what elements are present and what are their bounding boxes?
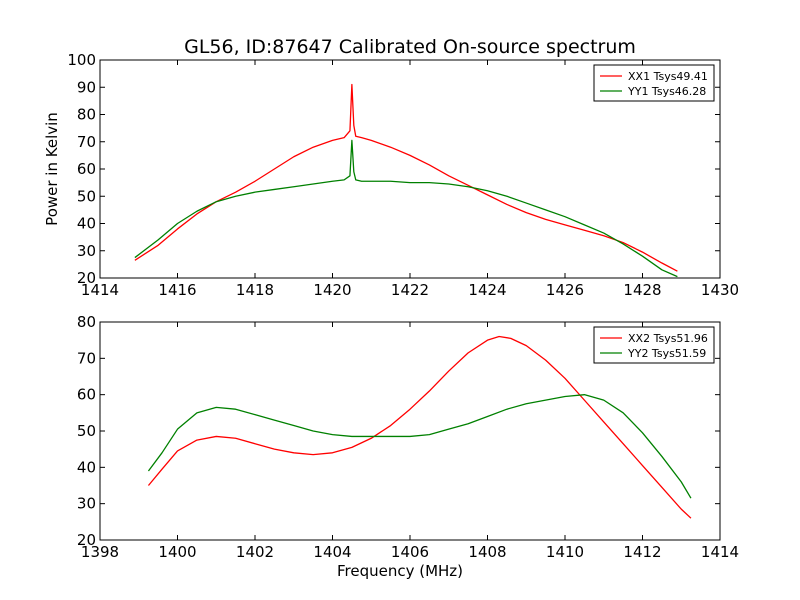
x-tick-label: 1416: [158, 281, 196, 299]
x-tick-label: 1404: [313, 543, 351, 561]
x-tick-label: 1414: [81, 281, 119, 299]
x-axis-label: Frequency (MHz): [337, 562, 463, 580]
legend-box: [593, 64, 715, 102]
chart-title: GL56, ID:87647 Calibrated On-source spec…: [184, 36, 636, 58]
y-tick-label: 80: [77, 106, 96, 124]
x-tick-label: 1414: [701, 543, 739, 561]
x-tick-label: 1398: [81, 543, 119, 561]
y-tick-label: 80: [77, 313, 96, 331]
series-line-2: [134, 139, 678, 278]
legend-label-2: YY2 Tsys51.59: [627, 347, 706, 360]
y-tick-label: 20: [77, 269, 96, 287]
legend-label-1: XX2 Tsys51.96: [628, 332, 708, 345]
legend-label-2: YY1 Tsys46.28: [627, 85, 706, 98]
top-panel: 1414 1416 1418 1420 1422 1424 1426 1428 1430 20 30…: [43, 51, 739, 299]
y-tick-label: 40: [77, 458, 96, 476]
x-tick-label: 1402: [236, 543, 274, 561]
x-tick-label: 1406: [391, 543, 429, 561]
y-tick-label: 50: [77, 422, 96, 440]
y-tick-label: 70: [77, 349, 96, 367]
x-tick-label: 1430: [701, 281, 739, 299]
x-tick-label: 1410: [546, 543, 584, 561]
x-tick-label: 1400: [158, 543, 196, 561]
series-line-2: [147, 394, 692, 499]
x-tick-label: 1424: [468, 281, 506, 299]
x-tick-label: 1426: [546, 281, 584, 299]
y-tick-label: 30: [77, 495, 96, 513]
y-tick-label: 60: [77, 160, 96, 178]
y-tick-label: 40: [77, 215, 96, 233]
x-tick-label: 1420: [313, 281, 351, 299]
legend-label-1: XX1 Tsys49.41: [628, 70, 708, 83]
bottom-panel: 1398 1400 1402 1404 1406 1408 1410 1412 1414 20 30…: [77, 313, 739, 580]
series-line-1: [147, 335, 692, 519]
y-tick-label: 100: [67, 51, 96, 69]
y-axis-label: Power in Kelvin: [43, 112, 61, 226]
x-tick-label: 1408: [468, 543, 506, 561]
x-tick-label: 1412: [623, 543, 661, 561]
y-tick-label: 50: [77, 187, 96, 205]
y-tick-label: 70: [77, 133, 96, 151]
legend-box: [593, 326, 715, 364]
y-tick-label: 90: [77, 78, 96, 96]
y-tick-label: 60: [77, 386, 96, 404]
y-tick-label: 30: [77, 242, 96, 260]
y-tick-label: 20: [77, 531, 96, 549]
x-tick-label: 1428: [623, 281, 661, 299]
series-line-1: [134, 83, 678, 272]
x-tick-label: 1422: [391, 281, 429, 299]
x-tick-label: 1418: [236, 281, 274, 299]
